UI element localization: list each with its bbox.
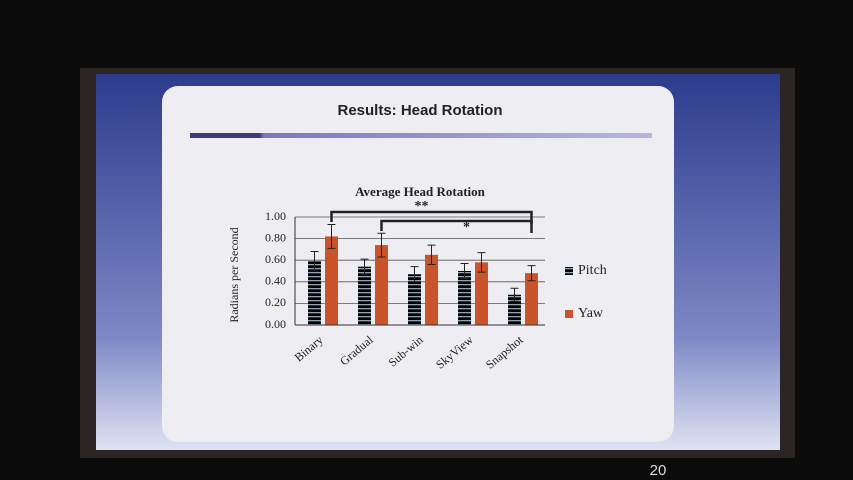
y-tick-label: 0.60 (265, 252, 286, 266)
error-bar (310, 251, 319, 272)
bar (458, 271, 471, 325)
bar (375, 245, 388, 325)
significance-mark: ** (415, 199, 429, 214)
bar (308, 261, 321, 325)
bar (475, 262, 488, 325)
y-tick-label: 1.00 (265, 209, 286, 223)
legend-swatch (565, 267, 573, 275)
bar (425, 254, 438, 325)
page-number: 20 (650, 462, 667, 479)
bar (525, 273, 538, 325)
error-bar (460, 262, 469, 280)
error-bar (427, 244, 436, 266)
error-bar (527, 265, 536, 282)
y-tick-label: 0.80 (265, 230, 286, 244)
error-bar (327, 224, 336, 249)
bar (325, 236, 338, 325)
legend-swatch (565, 310, 573, 318)
legend-label: Yaw (578, 306, 604, 321)
legend-label: Pitch (578, 263, 607, 278)
chart-title: Average Head Rotation (355, 184, 486, 199)
significance-bracket (380, 219, 533, 233)
error-bar (410, 266, 419, 283)
error-bar (377, 232, 386, 258)
significance-bracket (330, 210, 533, 224)
y-axis-label: Radians per Second (227, 227, 241, 322)
title-stripe (190, 133, 652, 138)
error-bar (510, 287, 519, 302)
y-tick-label: 0.00 (265, 317, 286, 331)
error-bar (360, 258, 369, 275)
slide (162, 86, 674, 442)
bar (408, 274, 421, 325)
y-tick-label: 0.40 (265, 274, 286, 288)
bar (508, 294, 521, 325)
error-bar (477, 252, 486, 273)
slide-title: Results: Head Rotation (337, 102, 502, 119)
bar (358, 266, 371, 325)
significance-mark: * (463, 220, 470, 235)
y-tick-label: 0.20 (265, 295, 286, 309)
